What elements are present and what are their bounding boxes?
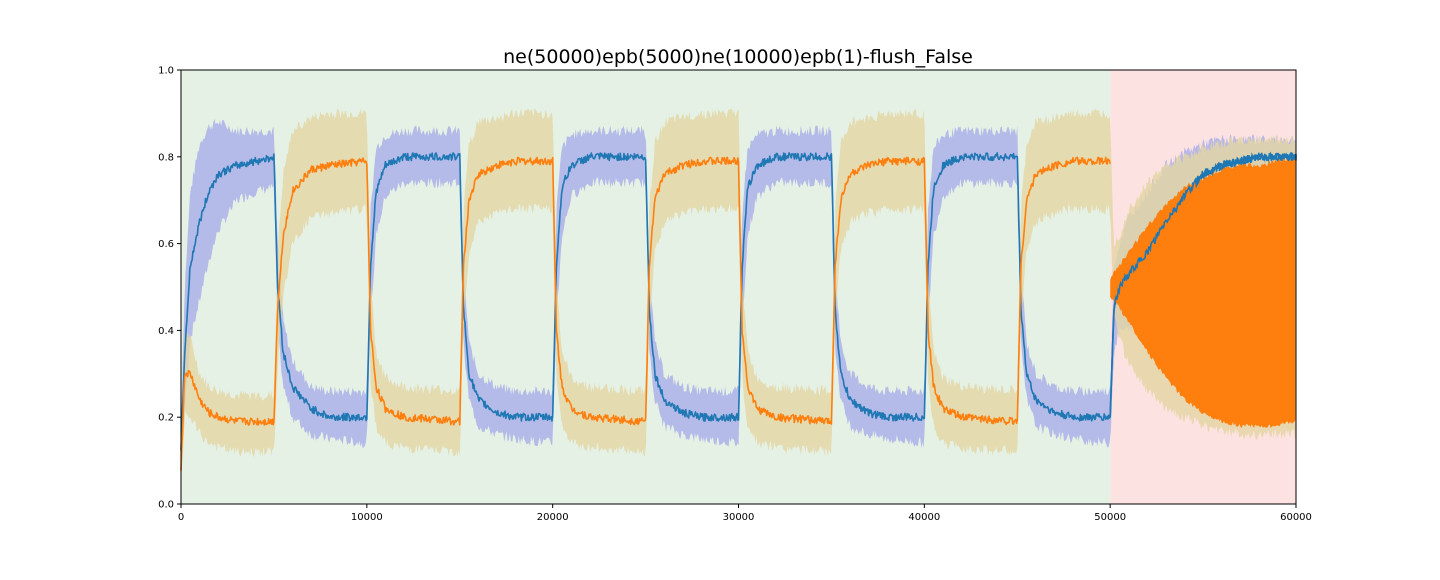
series-oscillation-1 [1110,157,1296,428]
y-tick-label: 0.2 [158,413,174,424]
series-line-1 [180,156,1111,471]
x-axis: 0 10000 20000 30000 40000 50000 60000 [178,504,1312,523]
x-tick-label: 30000 [723,512,755,523]
y-axis: 0.0 0.2 0.4 0.6 0.8 1.0 [158,66,181,511]
y-tick-label: 0.6 [158,239,174,250]
y-tick-label: 1.0 [158,66,174,77]
series-lines [180,151,1297,471]
x-tick-label: 20000 [537,512,569,523]
y-tick-label: 0.0 [158,500,174,511]
chart-title: ne(50000)epb(5000)ne(10000)epb(1)-flush_… [503,46,973,68]
x-tick-label: 50000 [1094,512,1126,523]
series-line-0-tail [1109,151,1297,418]
x-tick-label: 10000 [351,512,383,523]
y-tick-label: 0.8 [158,152,174,163]
x-tick-label: 0 [178,512,184,523]
x-tick-label: 40000 [908,512,940,523]
y-tick-label: 0.4 [158,326,174,337]
x-tick-label: 60000 [1280,512,1312,523]
